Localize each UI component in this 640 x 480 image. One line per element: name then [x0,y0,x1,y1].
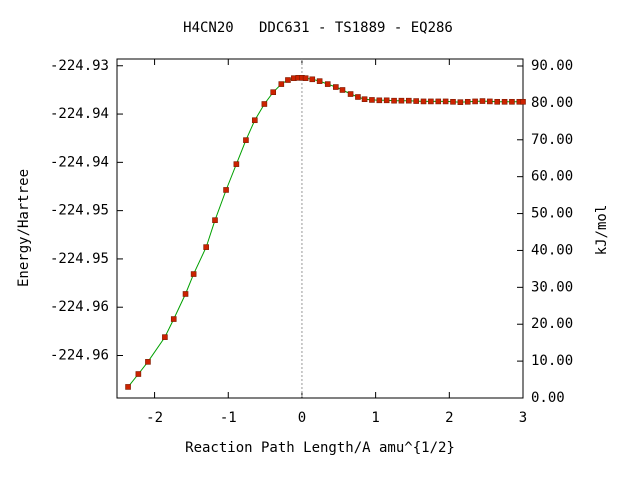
point [391,97,397,104]
point [333,84,339,90]
y2-tick-label: 90.00 [531,58,573,74]
point [203,244,209,250]
point [479,98,486,104]
point [450,98,456,105]
point [233,161,240,167]
point [223,187,229,193]
point [324,81,331,87]
y2-tick-label: 0.00 [531,390,565,406]
point [170,316,177,322]
point [182,291,189,297]
point [278,81,285,87]
point [420,98,427,105]
point [162,334,168,340]
x-tick-label: 2 [445,410,453,426]
point [464,98,471,105]
point [435,98,442,105]
y2-tick-label: 10.00 [531,353,573,369]
y-tick-label: -224.94 [50,106,109,122]
x-tick-label: 1 [371,410,379,426]
point [428,98,434,105]
y-tick-label: -224.96 [50,348,109,364]
x-tick-label: -2 [146,410,163,426]
point [190,271,197,277]
y-tick-label: -224.94 [50,154,109,170]
x-tick-label: 0 [298,410,306,426]
x-tick-label: -1 [220,410,237,426]
x-tick-label: 3 [519,410,527,426]
y2-axis-label: kJ/mol [594,205,610,256]
point [487,98,493,105]
point [270,89,277,95]
point [501,98,508,105]
point [520,98,526,105]
y2-tick-label: 20.00 [531,316,573,332]
point [212,217,218,224]
point [355,94,361,100]
point [309,76,316,83]
point [347,91,354,97]
chart-title: H4CN20 DDC631 - TS1889 - EQ286 [183,20,453,36]
y2-tick-label: 50.00 [531,206,573,222]
point [509,98,515,105]
curve [127,77,523,388]
point [251,117,258,124]
x-axis-label: Reaction Path Length/A amu^{1/2} [185,440,455,456]
point [339,87,346,93]
point [135,371,142,377]
point [457,99,464,105]
point [413,98,419,104]
point [494,98,501,105]
y-tick-label: -224.96 [50,299,109,315]
point [302,75,309,81]
point [383,97,390,104]
point [261,101,268,107]
y2-tick-label: 60.00 [531,169,573,185]
point [369,97,375,103]
y-tick-label: -224.95 [50,203,109,219]
point [316,78,323,84]
y2-tick-label: 40.00 [531,242,573,258]
plot-frame [116,58,524,399]
point [376,97,383,104]
y2-tick-label: 70.00 [531,132,573,148]
y2-tick-label: 30.00 [531,279,573,295]
point [442,98,449,105]
y2-tick-label: 80.00 [531,95,573,111]
y-axis-label: Energy/Hartree [16,169,32,287]
point [125,384,131,390]
point [398,97,405,104]
point [405,97,412,104]
y-tick-label: -224.95 [50,251,109,267]
y-tick-label: -224.93 [50,58,109,74]
point [285,77,291,83]
point [361,96,368,103]
point [243,137,249,143]
point [472,98,478,105]
point [145,359,151,365]
